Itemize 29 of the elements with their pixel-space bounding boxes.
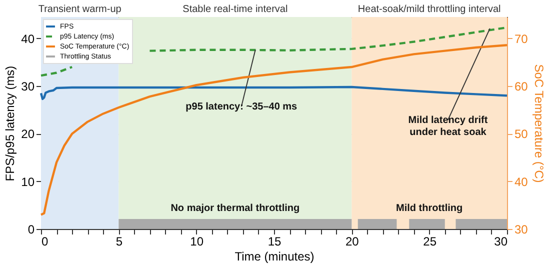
x-tick-label: 30 [494,234,508,248]
annotation: Mild throttling [396,202,463,214]
x-tick-label: 15 [268,234,282,248]
x-tick-label: 25 [423,234,437,248]
y-tick-label: 20 [21,127,35,142]
band-label: Heat-soak/mild throttling interval [358,4,501,15]
y-tick-label: 0 [28,222,35,236]
annotation: p95 latency: ~35–40 ms [186,102,298,113]
line-series [40,86,508,100]
y-tick-label: 40 [21,32,35,46]
y2-tick-label: 30 [514,222,528,236]
y-tick-label: 10 [21,174,35,189]
x-tick-label: 10 [190,234,204,248]
y2-tick-label: 50 [514,127,528,142]
x-axis-title: Time (minutes) [234,250,314,264]
x-tick-label: 0 [42,234,48,248]
y2-tick-label: 40 [514,174,528,189]
x-tick-label: 5 [116,234,123,248]
annotation: No major thermal throttling [170,202,300,214]
x-tick-label: 20 [345,234,360,248]
y2-axis-title: SoC Temperature (°C) [532,64,546,183]
band-label: Transient warm-up [38,4,122,15]
y-tick-label: 30 [21,80,35,94]
line-series [40,44,508,216]
y-axis-title: FPS/p95 latency (ms) [3,66,18,182]
y2-tick-label: 60 [514,80,528,94]
annotation: Mild latency drift under heat soak [408,114,488,138]
y2-tick-label: 70 [514,32,528,46]
band-label: Stable real-time interval [182,4,288,15]
